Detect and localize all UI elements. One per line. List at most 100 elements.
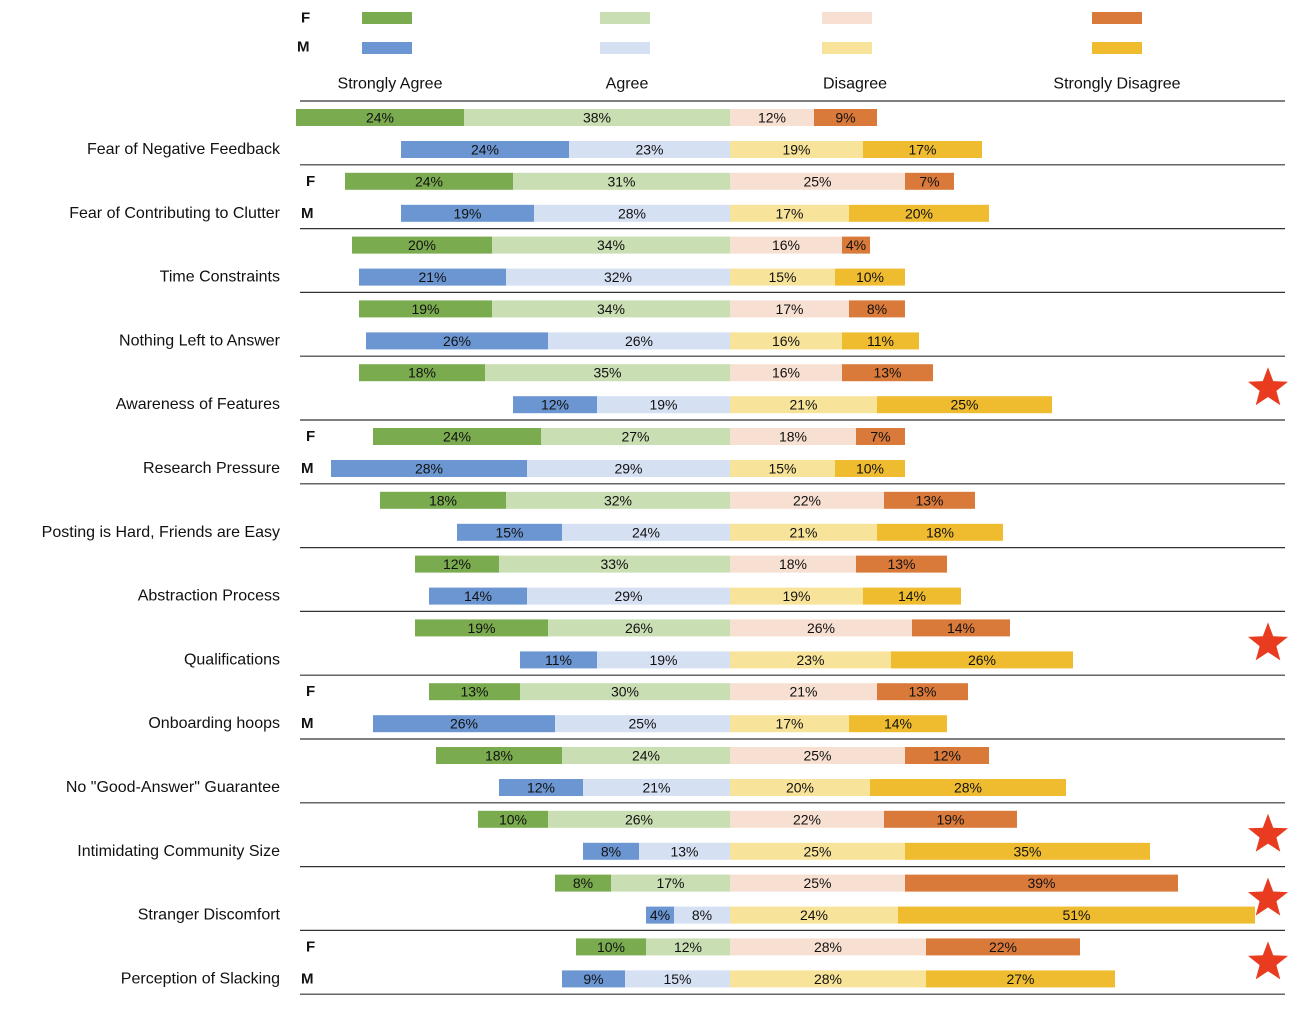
data-label-f-agree: 26% [625,811,653,827]
row-m-marker: M [301,460,314,477]
data-label-f-disagree: 16% [772,365,800,381]
bar-m-disagree [730,523,877,541]
star-icon [1248,941,1288,980]
bar-f-agree [548,810,730,828]
bar-f-strongly-disagree [905,172,954,190]
data-label-m-strongly-disagree: 17% [908,142,936,158]
bar-f-disagree [730,874,905,892]
bar-f-strongly-disagree [814,109,877,126]
bar-f-agree [611,874,730,892]
data-label-f-strongly-agree: 18% [408,365,436,381]
data-label-m-strongly-agree: 12% [541,397,569,413]
data-label-m-strongly-disagree: 18% [926,524,954,540]
bar-f-strongly-disagree [877,683,968,701]
item-label: Stranger Discomfort [138,907,281,924]
data-label-m-strongly-agree: 21% [418,269,446,285]
bar-m-agree [562,523,730,541]
data-label-f-agree: 35% [593,365,621,381]
bar-f-disagree [730,683,877,701]
item-label: Nothing Left to Answer [119,332,281,349]
bar-f-strongly-disagree [912,619,1010,637]
bar-f-strongly-agree [415,619,548,637]
data-label-m-strongly-agree: 9% [583,971,603,987]
item-label: Fear of Contributing to Clutter [69,205,280,222]
bar-m-strongly-disagree [877,523,1003,541]
data-label-f-strongly-disagree: 13% [908,684,936,700]
item-label: Intimidating Community Size [77,843,280,860]
bar-m-agree [555,715,730,733]
bar-m-disagree [730,460,835,477]
data-label-f-strongly-disagree: 4% [846,237,866,253]
data-label-m-disagree: 21% [789,397,817,413]
legend-category-label: Strongly Disagree [1053,76,1180,93]
data-label-f-strongly-agree: 10% [499,811,527,827]
bar-m-agree [548,332,730,350]
bar-f-disagree [730,555,856,573]
bar-f-strongly-agree [576,938,646,956]
bar-f-disagree [730,491,884,509]
bar-m-disagree [730,715,849,733]
data-label-m-agree: 23% [635,142,663,158]
bar-m-strongly-agree [401,204,534,222]
bar-f-strongly-disagree [905,874,1178,892]
legend-swatch-m-4 [1092,42,1142,54]
bar-f-agree [548,619,730,637]
data-label-f-strongly-disagree: 22% [989,939,1017,955]
bar-f-agree [513,172,730,190]
data-label-m-strongly-agree: 19% [453,205,481,221]
row-f-marker: F [306,683,315,700]
star-icon [1248,813,1288,852]
bar-m-disagree [730,587,863,605]
bar-m-strongly-agree [520,651,597,669]
row-m-marker: M [301,970,314,987]
bar-f-strongly-disagree [884,810,1017,828]
data-label-m-agree: 19% [649,397,677,413]
legend-category-label: Strongly Agree [338,76,443,93]
bar-f-disagree [730,236,842,254]
row-f-marker: F [306,938,315,955]
data-label-m-disagree: 17% [775,716,803,732]
data-label-f-strongly-agree: 24% [443,429,471,445]
data-label-f-agree: 33% [600,556,628,572]
bar-m-strongly-agree [429,587,527,605]
bar-m-strongly-agree [366,332,548,350]
bar-f-strongly-disagree [926,938,1080,956]
data-label-m-disagree: 20% [786,780,814,796]
bar-m-strongly-agree [562,970,625,988]
data-label-f-strongly-disagree: 13% [873,365,901,381]
data-label-m-strongly-disagree: 28% [954,780,982,796]
data-label-m-strongly-disagree: 51% [1062,907,1090,923]
bar-m-strongly-disagree [863,587,961,605]
row-f-marker: F [306,173,315,190]
data-label-f-strongly-agree: 8% [573,875,593,891]
data-label-m-agree: 29% [614,461,642,477]
bar-m-strongly-agree [401,141,569,158]
data-label-m-strongly-agree: 8% [601,843,621,859]
bar-f-agree [562,747,730,764]
data-label-f-disagree: 17% [775,301,803,317]
data-label-f-disagree: 18% [779,556,807,572]
bar-m-strongly-disagree [863,141,982,158]
bar-m-disagree [730,842,905,860]
item-label: Qualifications [184,651,280,668]
bar-m-strongly-disagree [926,970,1115,988]
data-label-f-disagree: 25% [803,875,831,891]
bar-f-strongly-agree [415,555,499,573]
bar-m-agree [527,587,730,605]
bar-f-disagree [730,938,926,956]
legend-swatch-f-4 [1092,12,1142,24]
bar-f-disagree [730,300,849,318]
data-label-f-strongly-disagree: 39% [1027,875,1055,891]
data-label-m-strongly-agree: 15% [495,524,523,540]
data-label-f-agree: 38% [583,110,611,126]
bar-f-agree [499,555,730,573]
bar-f-strongly-agree [296,109,464,126]
data-label-m-disagree: 24% [800,907,828,923]
data-label-m-agree: 8% [692,907,712,923]
bar-f-strongly-agree [555,874,611,892]
bar-m-strongly-agree [331,460,527,477]
data-label-m-strongly-agree: 28% [415,461,443,477]
data-label-m-strongly-agree: 12% [527,780,555,796]
data-label-m-agree: 19% [649,652,677,668]
data-label-m-disagree: 15% [768,269,796,285]
